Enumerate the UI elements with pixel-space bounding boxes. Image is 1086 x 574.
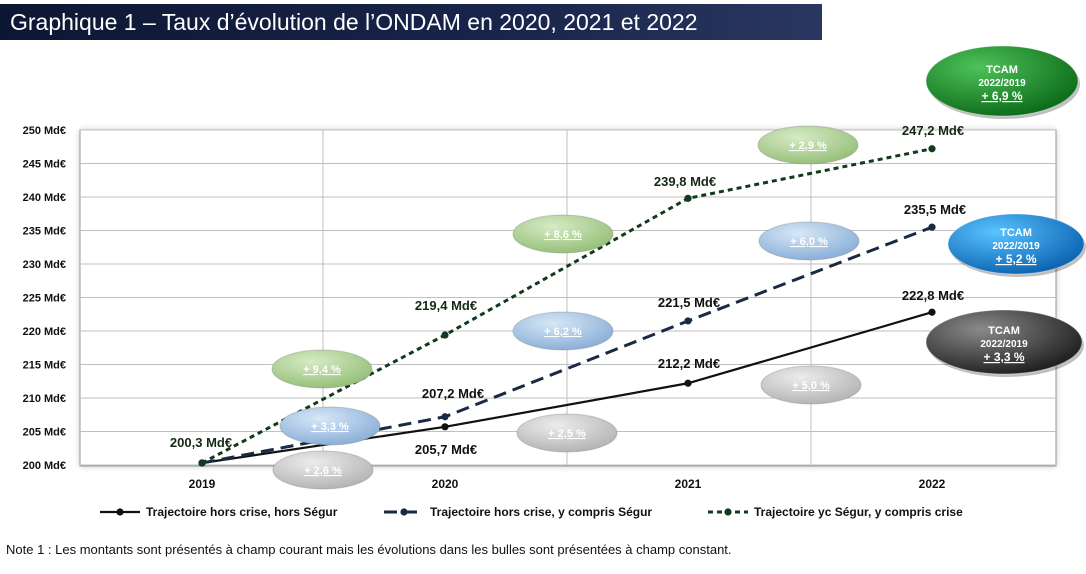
chart-title: Graphique 1 – Taux d’évolution de l’ONDA…	[0, 4, 822, 40]
growth-bubble-label: + 6,0 %	[790, 236, 828, 248]
y-tick-label: 200 Md€	[23, 460, 66, 472]
y-tick-label: 225 Md€	[23, 293, 66, 305]
growth-bubble: + 3,3 %	[279, 406, 381, 446]
y-tick-label: 220 Md€	[23, 326, 66, 338]
tcam-badge: TCAM 2022/2019+ 5,2 %	[947, 213, 1086, 277]
growth-bubble: + 6,2 %	[512, 311, 614, 351]
growth-bubble-label: + 8,6 %	[544, 229, 582, 241]
data-point	[684, 317, 692, 325]
value-label: 212,2 Md€	[658, 356, 720, 371]
y-tick-label: 235 Md€	[23, 226, 66, 238]
x-tick-label: 2021	[675, 477, 702, 491]
y-tick-label: 215 Md€	[23, 360, 66, 372]
data-point	[928, 223, 936, 231]
legend-marker	[116, 508, 124, 516]
tcam-badge: TCAM 2022/2019+ 6,9 %	[925, 45, 1080, 119]
growth-bubble: + 2,6 %	[272, 450, 374, 490]
y-axis: 200 Md€ 205 Md€ 210 Md€ 215 Md€ 220 Md€ 225 M…	[23, 125, 66, 472]
y-tick-label: 230 Md€	[23, 259, 66, 271]
value-label: 247,2 Md€	[902, 123, 964, 138]
value-label: 219,4 Md€	[415, 298, 477, 313]
tcam-period: 2022/2019	[992, 241, 1040, 252]
legend-item: Trajectoire yc Ségur, y compris crise	[708, 505, 963, 519]
growth-bubble-label: + 5,0 %	[792, 380, 830, 392]
x-tick-label: 2020	[432, 477, 459, 491]
data-point	[684, 379, 692, 387]
growth-bubble: + 5,0 %	[760, 365, 862, 405]
legend-label: Trajectoire hors crise, hors Ségur	[146, 505, 338, 519]
growth-bubbles: + 2,6 % + 2,5 % + 5,0 % + 3,3 % + 6,2 % + 6,0…	[271, 125, 862, 490]
growth-bubble: + 9,4 %	[271, 349, 373, 389]
growth-bubble: + 8,6 %	[512, 214, 614, 254]
tcam-title: TCAM	[988, 325, 1020, 337]
y-tick-label: 210 Md€	[23, 393, 66, 405]
y-tick-label: 250 Md€	[23, 125, 66, 137]
tcam-title: TCAM	[986, 64, 1018, 76]
data-point	[684, 194, 692, 202]
legend-marker	[400, 508, 408, 516]
tcam-period: 2022/2019	[980, 339, 1028, 350]
tcam-title: TCAM	[1000, 227, 1032, 239]
legend-item: Trajectoire hors crise, hors Ségur	[100, 505, 338, 519]
data-points	[198, 145, 936, 467]
tcam-value: + 6,9 %	[981, 89, 1022, 103]
growth-bubble-label: + 2,9 %	[789, 140, 827, 152]
grid-lines	[80, 129, 1056, 466]
data-point	[441, 413, 449, 421]
series-line-1	[201, 311, 933, 465]
value-label: 222,8 Md€	[902, 288, 964, 303]
legend-label: Trajectoire hors crise, y compris Ségur	[430, 505, 652, 519]
legend: Trajectoire hors crise, hors Ségur Trajec…	[100, 505, 963, 519]
legend-label: Trajectoire yc Ségur, y compris crise	[754, 505, 963, 519]
growth-bubble-label: + 3,3 %	[311, 421, 349, 433]
value-label: 200,3 Md€	[170, 435, 232, 450]
y-tick-label: 245 Md€	[23, 159, 66, 171]
y-tick-label: 240 Md€	[23, 192, 66, 204]
growth-bubble: + 2,9 %	[757, 125, 859, 165]
growth-bubble-label: + 2,6 %	[304, 465, 342, 477]
value-label: 207,2 Md€	[422, 386, 484, 401]
value-labels: 205,7 Md€ 212,2 Md€ 222,8 Md€ 207,2 Md€ 221,…	[170, 123, 966, 457]
growth-bubble-label: + 2,5 %	[548, 428, 586, 440]
value-label: 239,8 Md€	[654, 174, 716, 189]
value-label: 235,5 Md€	[904, 202, 966, 217]
tcam-value: + 5,2 %	[995, 252, 1036, 266]
footnote: Note 1 : Les montants sont présentés à c…	[6, 542, 732, 557]
growth-bubble-label: + 9,4 %	[303, 364, 341, 376]
x-tick-label: 2022	[919, 477, 946, 491]
data-point	[928, 145, 936, 153]
tcam-period: 2022/2019	[978, 78, 1026, 89]
data-point	[198, 459, 206, 467]
tcam-badge: TCAM 2022/2019+ 3,3 %	[925, 309, 1084, 377]
data-point	[441, 423, 449, 431]
growth-bubble: + 2,5 %	[516, 413, 618, 453]
legend-marker	[724, 508, 732, 516]
y-tick-label: 205 Md€	[23, 427, 66, 439]
tcam-value: + 3,3 %	[983, 350, 1024, 364]
growth-bubble-label: + 6,2 %	[544, 326, 582, 338]
growth-bubble: + 6,0 %	[758, 221, 860, 261]
value-label: 221,5 Md€	[658, 295, 720, 310]
value-label: 205,7 Md€	[415, 442, 477, 457]
data-point	[441, 331, 449, 339]
x-tick-label: 2019	[189, 477, 216, 491]
series-line-3	[201, 147, 933, 465]
x-axis: 2019 2020 2021 2022	[189, 477, 946, 491]
legend-item: Trajectoire hors crise, y compris Ségur	[384, 505, 652, 519]
data-point	[928, 308, 936, 316]
